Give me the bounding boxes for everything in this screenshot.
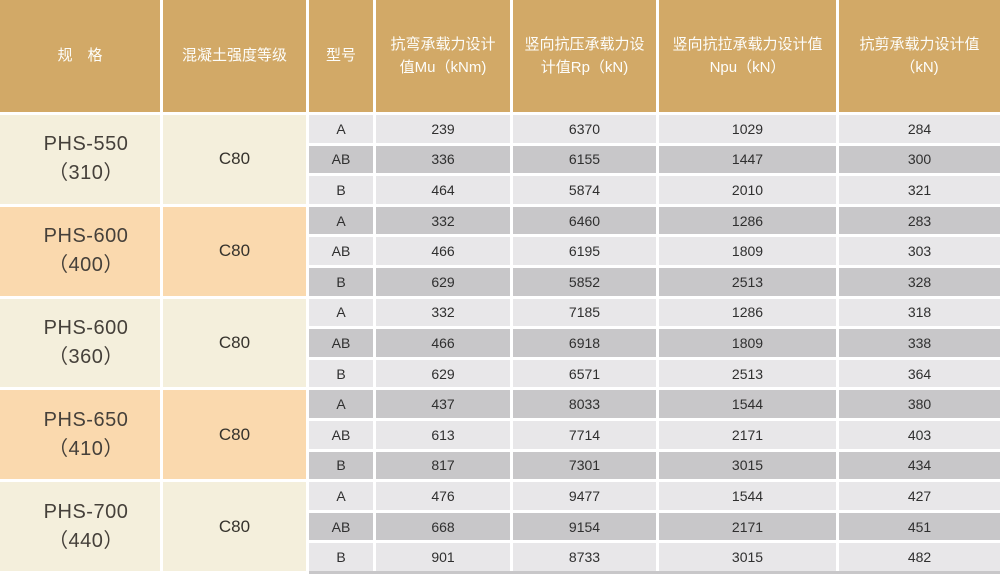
shear-cell: 482 bbox=[839, 543, 1000, 571]
type-cell: AB bbox=[309, 329, 373, 357]
shear-cell: 403 bbox=[839, 420, 1000, 449]
rp-cell: 6370 bbox=[513, 115, 656, 143]
mu-cell: 437 bbox=[376, 390, 510, 418]
mu-cell: 629 bbox=[376, 359, 510, 388]
mu-cell: 476 bbox=[376, 482, 510, 510]
grade-cell: C80 bbox=[163, 115, 306, 204]
rp-cell: 6571 bbox=[513, 359, 656, 388]
shear-cell: 328 bbox=[839, 267, 1000, 296]
mu-cell: 668 bbox=[376, 512, 510, 541]
grade-cell: C80 bbox=[163, 482, 306, 571]
mu-cell: 613 bbox=[376, 420, 510, 449]
shear-cell: 451 bbox=[839, 512, 1000, 541]
mu-cell: 901 bbox=[376, 543, 510, 571]
npu-cell: 1809 bbox=[659, 237, 836, 265]
mu-cell: 466 bbox=[376, 237, 510, 265]
shear-cell: 284 bbox=[839, 115, 1000, 143]
grade-cell: C80 bbox=[163, 206, 306, 296]
shear-cell: 380 bbox=[839, 390, 1000, 418]
col-header-mu: 抗弯承载力设计值Mu（kNm) bbox=[376, 0, 510, 112]
npu-cell: 2171 bbox=[659, 420, 836, 449]
npu-cell: 2171 bbox=[659, 512, 836, 541]
col-header-model: 型号 bbox=[309, 0, 373, 112]
mu-cell: 466 bbox=[376, 329, 510, 357]
rp-cell: 6460 bbox=[513, 206, 656, 235]
type-cell: B bbox=[309, 451, 373, 480]
rp-cell: 9477 bbox=[513, 482, 656, 510]
col-header-grade: 混凝土强度等级 bbox=[163, 0, 306, 112]
col-header-rp: 竖向抗压承载力设计值Rp（kN) bbox=[513, 0, 656, 112]
npu-cell: 2513 bbox=[659, 359, 836, 388]
type-cell: A bbox=[309, 115, 373, 143]
npu-cell: 2010 bbox=[659, 176, 836, 204]
shear-cell: 364 bbox=[839, 359, 1000, 388]
type-cell: A bbox=[309, 390, 373, 418]
mu-cell: 629 bbox=[376, 267, 510, 296]
rp-cell: 9154 bbox=[513, 512, 656, 541]
col-header-shear: 抗剪承载力设计值（kN) bbox=[839, 0, 1000, 112]
rp-cell: 7185 bbox=[513, 298, 656, 327]
npu-cell: 1286 bbox=[659, 298, 836, 327]
type-cell: B bbox=[309, 543, 373, 571]
shear-cell: 283 bbox=[839, 206, 1000, 235]
shear-cell: 321 bbox=[839, 176, 1000, 204]
spec-cell: PHS-650（410） bbox=[0, 390, 160, 480]
mu-cell: 239 bbox=[376, 115, 510, 143]
mu-cell: 464 bbox=[376, 176, 510, 204]
mu-cell: 332 bbox=[376, 206, 510, 235]
spec-cell: PHS-550（310） bbox=[0, 115, 160, 204]
shear-cell: 427 bbox=[839, 482, 1000, 510]
clipped-next-row-strip bbox=[309, 571, 1000, 574]
col-header-npu: 竖向抗拉承载力设计值Npu（kN） bbox=[659, 0, 836, 112]
type-cell: A bbox=[309, 298, 373, 327]
type-cell: A bbox=[309, 206, 373, 235]
npu-cell: 1447 bbox=[659, 145, 836, 174]
spec-cell: PHS-600（400） bbox=[0, 206, 160, 296]
type-cell: AB bbox=[309, 145, 373, 174]
shear-cell: 300 bbox=[839, 145, 1000, 174]
rp-cell: 7714 bbox=[513, 420, 656, 449]
npu-cell: 1544 bbox=[659, 482, 836, 510]
rp-cell: 6155 bbox=[513, 145, 656, 174]
rp-cell: 7301 bbox=[513, 451, 656, 480]
grade-cell: C80 bbox=[163, 298, 306, 388]
type-cell: B bbox=[309, 176, 373, 204]
type-cell: B bbox=[309, 267, 373, 296]
shear-cell: 434 bbox=[839, 451, 1000, 480]
shear-cell: 303 bbox=[839, 237, 1000, 265]
type-cell: AB bbox=[309, 512, 373, 541]
rp-cell: 8033 bbox=[513, 390, 656, 418]
shear-cell: 338 bbox=[839, 329, 1000, 357]
mu-cell: 817 bbox=[376, 451, 510, 480]
type-cell: AB bbox=[309, 237, 373, 265]
npu-cell: 3015 bbox=[659, 451, 836, 480]
rp-cell: 5874 bbox=[513, 176, 656, 204]
mu-cell: 332 bbox=[376, 298, 510, 327]
npu-cell: 1286 bbox=[659, 206, 836, 235]
npu-cell: 1544 bbox=[659, 390, 836, 418]
rp-cell: 6918 bbox=[513, 329, 656, 357]
npu-cell: 1809 bbox=[659, 329, 836, 357]
shear-cell: 318 bbox=[839, 298, 1000, 327]
type-cell: A bbox=[309, 482, 373, 510]
rp-cell: 5852 bbox=[513, 267, 656, 296]
rp-cell: 6195 bbox=[513, 237, 656, 265]
mu-cell: 336 bbox=[376, 145, 510, 174]
rp-cell: 8733 bbox=[513, 543, 656, 571]
npu-cell: 2513 bbox=[659, 267, 836, 296]
npu-cell: 1029 bbox=[659, 115, 836, 143]
npu-cell: 3015 bbox=[659, 543, 836, 571]
type-cell: B bbox=[309, 359, 373, 388]
col-header-spec: 规 格 bbox=[0, 0, 160, 112]
spec-cell: PHS-700（440） bbox=[0, 482, 160, 571]
grade-cell: C80 bbox=[163, 390, 306, 480]
type-cell: AB bbox=[309, 420, 373, 449]
spec-cell: PHS-600（360） bbox=[0, 298, 160, 388]
